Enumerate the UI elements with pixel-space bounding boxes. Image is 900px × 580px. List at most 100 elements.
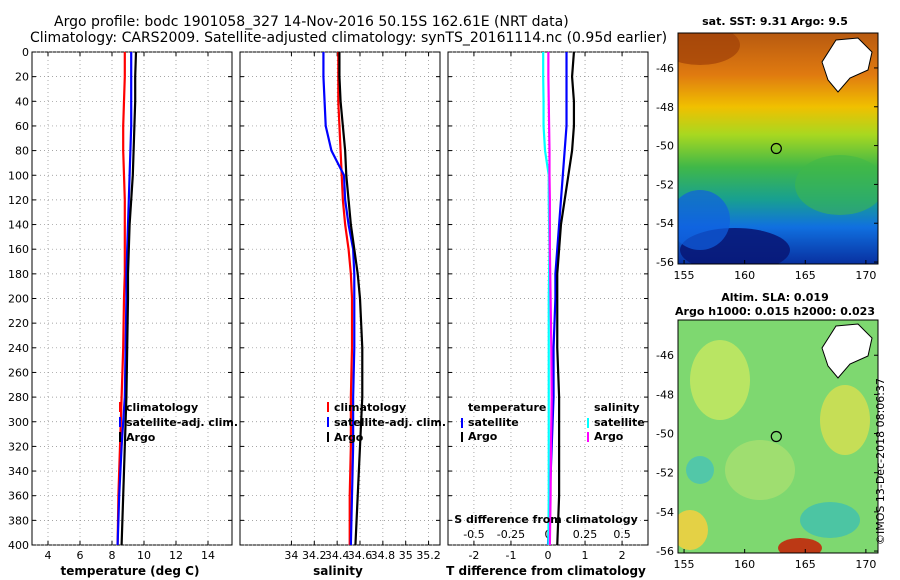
depth-tick-label: 80 — [15, 145, 29, 158]
new-zealand-land — [821, 37, 873, 93]
temperature-series-satellite-adj-clim- — [116, 52, 133, 546]
map-xtick-label: 170 — [855, 558, 876, 571]
difference-series-t-argo — [556, 51, 576, 546]
depth-tick-label: 180 — [8, 268, 29, 281]
depth-tick-label: 220 — [8, 317, 29, 330]
sla-patch — [690, 340, 750, 420]
salinity-legend-label: satellite-adj. clim. — [334, 416, 446, 429]
sla-map-title-1: Altim. SLA: 0.019 — [721, 291, 828, 304]
difference-series-s-argo — [547, 52, 553, 546]
map-xtick-label: 165 — [795, 269, 816, 282]
sla-argo-position-marker — [770, 430, 782, 443]
new-zealand-land — [821, 323, 873, 379]
sla-map-frame — [677, 319, 879, 554]
depth-tick-label: 340 — [8, 465, 29, 478]
depth-axis-labels: 0 20 40 60 80 100 120 140 160 180 200 220 240 260 280 3… — [8, 46, 29, 552]
salinity-xtick-label: 34.6 — [348, 549, 373, 562]
depth-tick-label: 320 — [8, 440, 29, 453]
map-ytick-label: -56 — [656, 256, 674, 269]
map-xtick-label: 155 — [674, 269, 695, 282]
temperature-xtick-label: 6 — [77, 549, 84, 562]
credit-watermark: ©IMOS 13-Dec-2018 08:06:37 — [874, 378, 887, 545]
temperature-xtick-label: 8 — [109, 549, 116, 562]
map-ytick-label: -48 — [656, 388, 674, 401]
legend-s-argo-label: Argo — [594, 430, 624, 443]
salinity-xtick-label: 34.4 — [325, 549, 350, 562]
depth-tick-label: 120 — [8, 194, 29, 207]
depth-tick-label: 200 — [8, 293, 29, 306]
title-line-2: Climatology: CARS2009. Satellite-adjuste… — [30, 30, 667, 46]
depth-tick-label: 100 — [8, 169, 29, 182]
difference-s-tick-label: -0.25 — [497, 528, 525, 541]
temperature-xtick-label: 10 — [137, 549, 151, 562]
sla-high-patch — [678, 510, 708, 550]
salinity-series-climatology — [337, 52, 354, 545]
depth-tick-label: 60 — [15, 120, 29, 133]
temperature-legend-label: Argo — [126, 431, 156, 444]
s-difference-label: S difference from climatology — [454, 513, 638, 526]
temperature-xtick-label: 14 — [201, 549, 215, 562]
depth-tick-label: 300 — [8, 416, 29, 429]
legend-t-satellite-label: satellite — [468, 416, 519, 429]
map-xtick-label: 155 — [674, 558, 695, 571]
difference-s-tick-label: 0.25 — [573, 528, 598, 541]
sla-patch — [725, 440, 795, 500]
sla-low-patch — [686, 456, 714, 484]
salinity-legend-label: Argo — [334, 431, 364, 444]
salinity-xtick-label: 34.2 — [302, 549, 327, 562]
difference-xtick-label: -2 — [468, 549, 479, 562]
difference-xtick-label: 0 — [545, 549, 552, 562]
temperature-xlabel: temperature (deg C) — [61, 564, 200, 578]
temperature-legend: climatology satellite-adj. clim. Argo — [119, 401, 238, 444]
salinity-xtick-label: 34 — [284, 549, 298, 562]
sla-high-patch — [778, 538, 822, 553]
salinity-panel: 34 34.234.434.634.8 35 35.2 — [239, 51, 441, 562]
sst-cool-patch — [678, 190, 730, 250]
temperature-legend-label: satellite-adj. clim. — [126, 416, 238, 429]
map-xtick-label: 160 — [734, 558, 755, 571]
sla-map-axes: 155 160 165 170 -46 -48 -50 -52 -54 -56 — [656, 349, 878, 571]
map-ytick-label: -54 — [656, 506, 674, 519]
map-ytick-label: -48 — [656, 101, 674, 114]
depth-tick-label: 0 — [22, 46, 29, 59]
map-ytick-label: -52 — [656, 467, 674, 480]
difference-series-t-satellite — [546, 52, 568, 546]
legend-salinity-title: salinity — [594, 401, 640, 414]
title-line-1: Argo profile: bodc 1901058_327 14-Nov-20… — [54, 14, 569, 30]
sst-map-axes: 155 160 165 170 -46 -48 -50 -52 -54 -56 — [656, 62, 878, 282]
map-ytick-label: -50 — [656, 428, 674, 441]
depth-tick-label: 400 — [8, 539, 29, 552]
map-ytick-label: -52 — [656, 178, 674, 191]
map-ytick-label: -54 — [656, 217, 674, 230]
salinity-legend: climatology satellite-adj. clim. Argo — [327, 401, 446, 444]
map-xtick-label: 165 — [795, 558, 816, 571]
salinity-series-argo — [338, 52, 364, 546]
sst-map-title: sat. SST: 9.31 Argo: 9.5 — [702, 15, 848, 28]
difference-s-tick-label: 0.5 — [613, 528, 631, 541]
sst-map: 155 160 165 170 -46 -48 -50 -52 -54 -56 — [656, 32, 879, 282]
legend-t-argo-label: Argo — [468, 430, 498, 443]
salinity-xlabel: salinity — [313, 564, 363, 578]
salinity-xtick-label: 35.2 — [416, 549, 441, 562]
temperature-xtick-label: 12 — [169, 549, 183, 562]
sla-map: 155 160 165 170 -46 -48 -50 -52 -54 -56 — [656, 319, 879, 571]
map-xtick-label: 170 — [855, 269, 876, 282]
map-xtick-label: 160 — [734, 269, 755, 282]
temperature-xtick-label: 4 — [45, 549, 52, 562]
legend-temperature-title: temperature — [468, 401, 546, 414]
map-ytick-label: -56 — [656, 545, 674, 558]
difference-s-tick-label: -0.5 — [463, 528, 484, 541]
depth-tick-label: 280 — [8, 391, 29, 404]
sst-green-patch — [795, 155, 878, 215]
difference-xlabel: T difference from climatology — [446, 564, 646, 578]
difference-legend: temperature salinity satellite Argo sate… — [461, 401, 645, 443]
depth-tick-label: 140 — [8, 219, 29, 232]
depth-tick-label: 260 — [8, 366, 29, 379]
sla-patch — [820, 385, 870, 455]
salinity-legend-label: climatology — [334, 401, 406, 414]
difference-panel: -2 -1 0 1 2-0.5 -0.25 0 0.25 0.5 — [447, 51, 649, 562]
temperature-legend-label: climatology — [126, 401, 198, 414]
salinity-xtick-label: 35 — [399, 549, 413, 562]
temperature-panel: 4 6 8 10 12 14 — [31, 51, 233, 562]
